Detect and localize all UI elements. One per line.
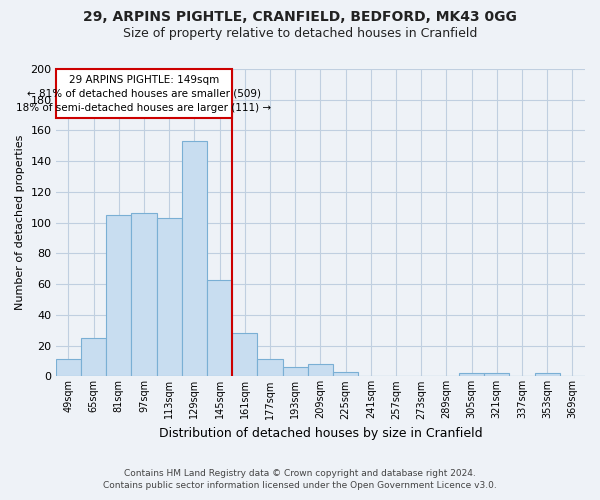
Text: 29 ARPINS PIGHTLE: 149sqm
← 81% of detached houses are smaller (509)
18% of semi: 29 ARPINS PIGHTLE: 149sqm ← 81% of detac… bbox=[16, 74, 272, 112]
Bar bbox=[207, 280, 232, 376]
Text: Contains HM Land Registry data © Crown copyright and database right 2024.
Contai: Contains HM Land Registry data © Crown c… bbox=[103, 468, 497, 490]
Text: 29, ARPINS PIGHTLE, CRANFIELD, BEDFORD, MK43 0GG: 29, ARPINS PIGHTLE, CRANFIELD, BEDFORD, … bbox=[83, 10, 517, 24]
Bar bbox=[283, 367, 308, 376]
Y-axis label: Number of detached properties: Number of detached properties bbox=[15, 135, 25, 310]
Bar bbox=[131, 214, 157, 376]
Bar bbox=[81, 338, 106, 376]
Bar bbox=[459, 374, 484, 376]
Bar bbox=[484, 374, 509, 376]
Bar bbox=[333, 372, 358, 376]
Text: Size of property relative to detached houses in Cranfield: Size of property relative to detached ho… bbox=[123, 28, 477, 40]
Bar bbox=[157, 218, 182, 376]
X-axis label: Distribution of detached houses by size in Cranfield: Distribution of detached houses by size … bbox=[158, 427, 482, 440]
Bar bbox=[257, 360, 283, 376]
Bar bbox=[106, 215, 131, 376]
Bar bbox=[232, 334, 257, 376]
Bar bbox=[308, 364, 333, 376]
Bar bbox=[56, 360, 81, 376]
FancyBboxPatch shape bbox=[56, 69, 232, 118]
Bar bbox=[535, 374, 560, 376]
Bar bbox=[182, 141, 207, 376]
